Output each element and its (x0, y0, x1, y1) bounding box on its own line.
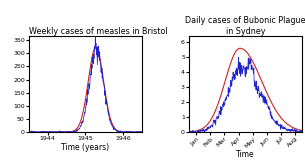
X-axis label: Time (years): Time (years) (61, 143, 109, 152)
Title: Daily cases of Bubonic Plague
in Sydney: Daily cases of Bubonic Plague in Sydney (185, 16, 305, 35)
X-axis label: Time: Time (236, 150, 255, 159)
Text: Weekly cases of measles in Bristol: Weekly cases of measles in Bristol (29, 27, 168, 35)
